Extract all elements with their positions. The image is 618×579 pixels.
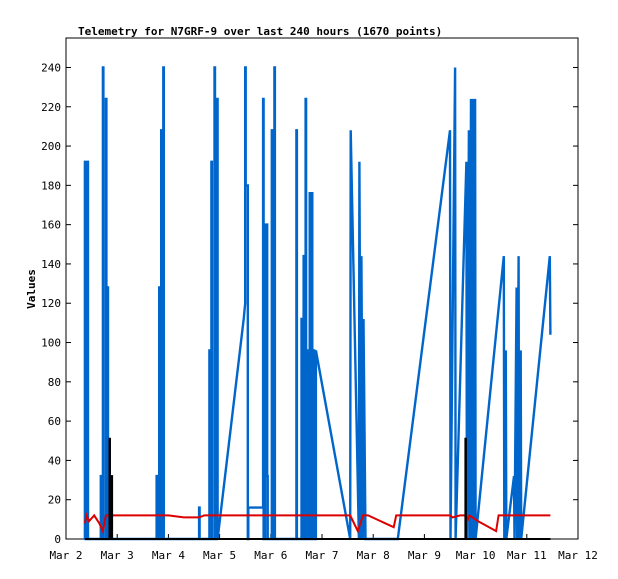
y-tick-label: 220 [41,101,61,114]
y-tick-label: 240 [41,61,61,74]
y-tick-label: 60 [48,415,61,428]
x-axis-ticks: Mar 2 Mar 3 Mar 4 Mar 5 Mar 6 Mar 7 Mar 8 Mar 9… [49,534,598,562]
x-tick-label: Mar 7 [305,549,338,562]
x-tick-label: Mar 3 [101,549,134,562]
y-tick-label: 40 [48,454,61,467]
y-tick-label: 200 [41,140,61,153]
x-tick-label: Mar 11 [507,549,547,562]
y-tick-label: 80 [48,376,61,389]
x-tick-label: Mar 6 [254,549,287,562]
y-tick-label: 120 [41,297,61,310]
x-tick-label: Mar 5 [203,549,236,562]
series-layer [83,66,552,541]
y-tick-label: 160 [41,219,61,232]
y-tick-label: 0 [54,533,61,546]
x-tick-label: Mar 8 [357,549,390,562]
series-line-0 [83,66,552,541]
x-tick-label: Mar 4 [152,549,185,562]
y-axis-label: Values [25,269,38,309]
y-tick-label: 140 [41,258,61,271]
series-line-2 [84,437,551,540]
y-tick-label: 180 [41,179,61,192]
x-tick-label: Mar 9 [408,549,441,562]
x-tick-label: Mar 12 [558,549,598,562]
x-tick-label: Mar 10 [456,549,496,562]
x-tick-label: Mar 2 [49,549,82,562]
y-axis-ticks: 0 20 40 60 80 100 120 140 160 180 200 220 240 [41,61,578,546]
y-tick-label: 100 [41,337,61,350]
y-tick-label: 20 [48,494,61,507]
chart-title: Telemetry for N7GRF-9 over last 240 hour… [78,25,442,38]
series-line-1 [83,512,551,535]
